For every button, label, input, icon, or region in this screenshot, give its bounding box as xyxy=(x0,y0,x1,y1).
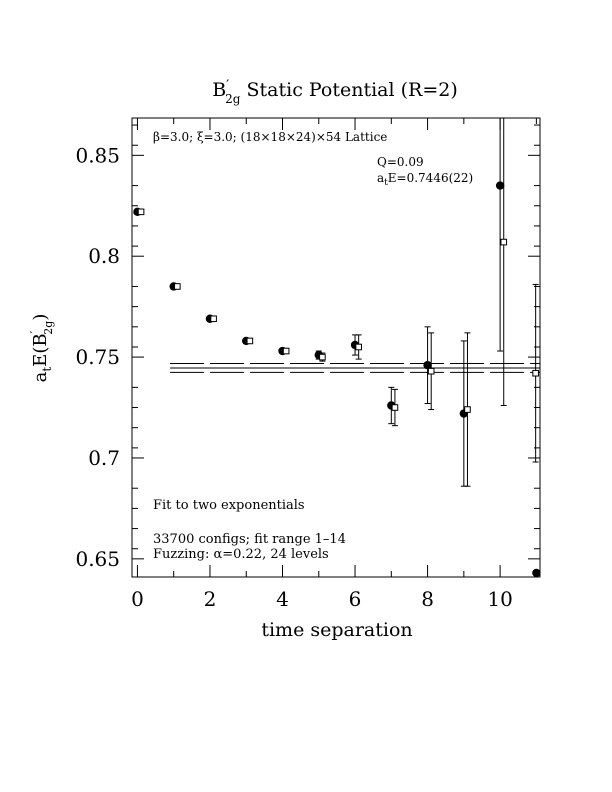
x-tick-label: 6 xyxy=(349,587,362,611)
data-point xyxy=(355,343,362,351)
data-point xyxy=(282,347,290,355)
ylabel-subscript: 2g xyxy=(42,321,55,335)
data-point xyxy=(391,404,399,411)
energy-t: t xyxy=(384,178,388,188)
params-beta: β=3.0; xyxy=(153,130,197,144)
data-point xyxy=(495,181,505,190)
ylabel-a: a xyxy=(30,371,51,382)
data-point xyxy=(464,406,471,413)
ylabel-e: E(B xyxy=(30,333,51,366)
x-tick-label: 8 xyxy=(421,587,434,611)
y-tick-label: 0.75 xyxy=(75,345,120,369)
note-fit: Fit to two exponentials xyxy=(153,498,305,513)
data-point xyxy=(210,315,217,323)
ylabel-prime: ′ xyxy=(28,330,42,333)
data-point xyxy=(500,238,508,246)
data-point xyxy=(532,369,539,377)
data-point xyxy=(174,283,181,290)
title-rest: Static Potential (R=2) xyxy=(240,79,457,101)
chart-title: B′ 2g Static Potential (R=2) xyxy=(212,78,458,106)
note-configs: 33700 configs; fit range 1–14 xyxy=(153,532,346,547)
y-tick-label: 0.85 xyxy=(75,143,120,167)
x-axis-label: time separation xyxy=(261,619,412,641)
data-point xyxy=(319,353,326,361)
x-tick-label: 10 xyxy=(487,587,512,611)
params-xi: ξ=3.0; xyxy=(197,130,241,144)
params-lattice: (18×18×24)×54 Lattice xyxy=(241,130,388,144)
y-axis-label: atE(B′2g) xyxy=(28,314,55,383)
q-value: Q=0.09 xyxy=(377,155,424,169)
y-tick-label: 0.7 xyxy=(88,446,120,470)
data-point xyxy=(137,208,145,216)
x-tick-label: 4 xyxy=(276,587,289,611)
y-tick-label: 0.8 xyxy=(88,244,120,268)
energy-a: a xyxy=(377,171,384,185)
energy-value: atE=0.7446(22) xyxy=(377,171,473,188)
note-fuzzing: Fuzzing: α=0.22, 24 levels xyxy=(153,547,329,562)
x-tick-label: 2 xyxy=(204,587,217,611)
plot-frame xyxy=(131,117,541,578)
title-prime: ′ xyxy=(226,78,229,93)
ylabel-close: ) xyxy=(30,314,51,321)
y-tick-label: 0.65 xyxy=(75,547,120,571)
title-main: B xyxy=(212,79,226,101)
lattice-params: β=3.0; ξ=3.0; (18×18×24)×54 Lattice xyxy=(153,130,387,144)
data-point xyxy=(246,337,254,345)
data-point xyxy=(423,360,432,370)
data-point xyxy=(427,367,435,375)
title-subscript: 2g xyxy=(225,92,241,106)
data-point xyxy=(532,568,541,578)
ylabel-t: t xyxy=(40,367,54,372)
energy-val: E=0.7446(22) xyxy=(388,171,473,185)
x-tick-label: 0 xyxy=(131,587,144,611)
